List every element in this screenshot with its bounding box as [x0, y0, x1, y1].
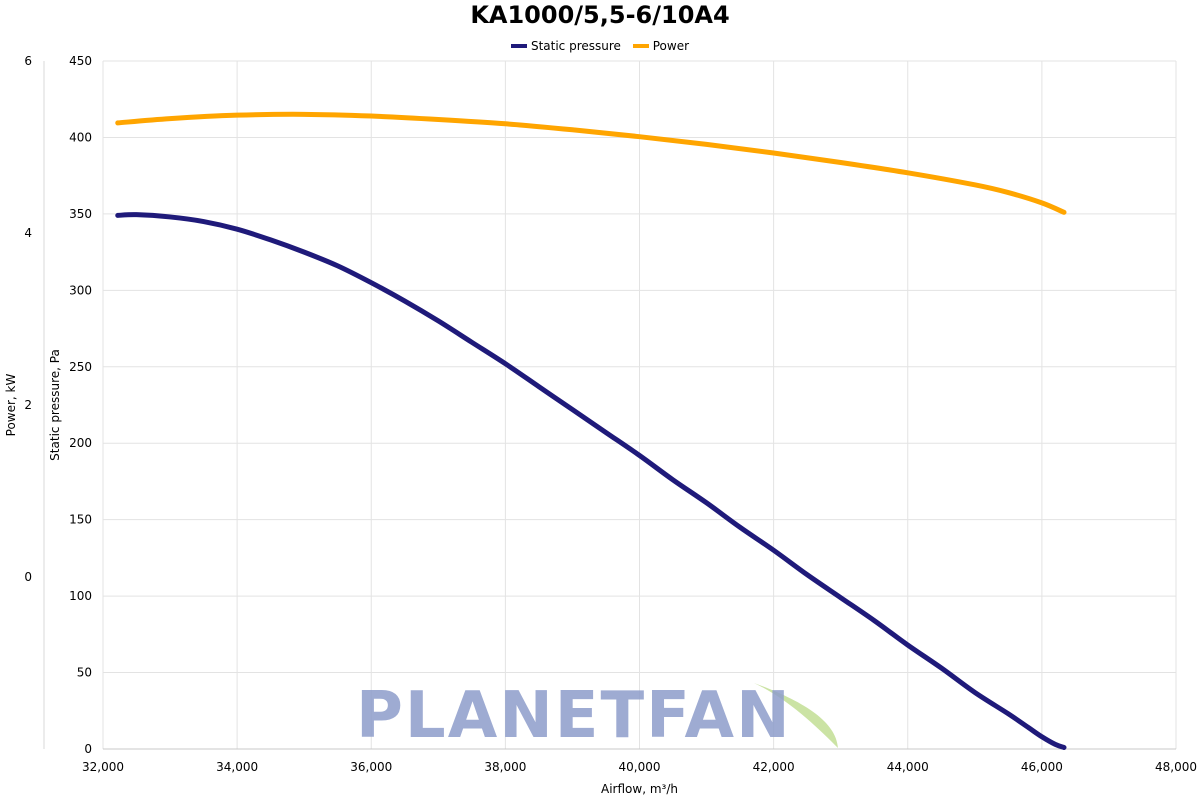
pressure-tick-label: 150 [69, 513, 92, 527]
x-tick-label: 32,000 [82, 760, 124, 774]
legend-label-static-pressure: Static pressure [530, 39, 621, 53]
chart-title: KA1000/5,5-6/10A4 [470, 1, 730, 29]
x-tick-label: 46,000 [1021, 760, 1063, 774]
legend: Static pressure Power [0, 36, 1200, 54]
legend-swatch-power [632, 44, 649, 48]
pressure-tick-label: 300 [69, 283, 92, 297]
legend-label-power: Power [652, 39, 690, 53]
x-axis-title: Airflow, m³/h [601, 782, 678, 796]
x-tick-label: 38,000 [484, 760, 526, 774]
tick-labels: 32,000 34,000 36,000 38,000 40,000 42,000 44,0… [4, 54, 1197, 796]
pressure-tick-label: 400 [69, 130, 92, 144]
legend-item-static-pressure[interactable]: Static pressure [510, 38, 621, 54]
static-pressure-line [115, 212, 1067, 750]
power-tick-label: 0 [24, 570, 32, 584]
x-tick-label: 34,000 [216, 760, 258, 774]
x-tick-label: 40,000 [619, 760, 661, 774]
x-tick-label: 48,000 [1155, 760, 1197, 774]
x-tick-label: 42,000 [753, 760, 795, 774]
power-line [115, 111, 1067, 215]
x-tick-label: 36,000 [350, 760, 392, 774]
power-tick-label: 4 [24, 226, 32, 240]
pressure-tick-label: 350 [69, 207, 92, 221]
pressure-tick-label: 0 [84, 742, 92, 756]
power-axis-title: Power, kW [4, 374, 18, 437]
pressure-tick-label: 50 [77, 666, 92, 680]
axes [43, 61, 1176, 750]
power-tick-label: 2 [24, 398, 32, 412]
pressure-tick-label: 100 [69, 589, 92, 603]
legend-swatch-static-pressure [510, 44, 527, 48]
pressure-axis-title: Static pressure, Pa [48, 349, 62, 461]
power-tick-label: 6 [24, 54, 32, 68]
pressure-tick-label: 250 [69, 360, 92, 374]
gridlines [102, 60, 1177, 750]
legend-item-power[interactable]: Power [632, 38, 690, 54]
series [115, 111, 1067, 750]
watermark-logo: PLANETFAN [356, 679, 792, 753]
x-tick-label: 44,000 [887, 760, 929, 774]
pressure-tick-label: 450 [69, 54, 92, 68]
pressure-tick-label: 200 [69, 436, 92, 450]
